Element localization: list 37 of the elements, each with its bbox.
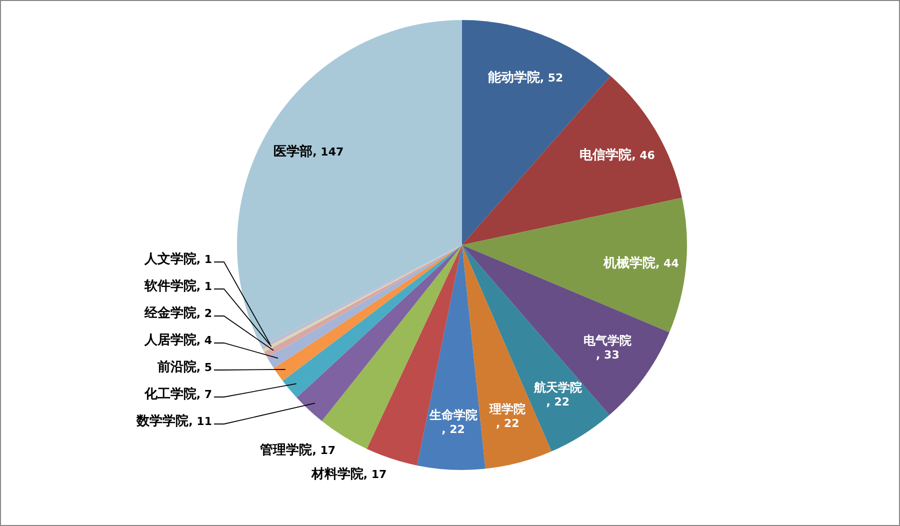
data-label: , 22 [442,422,465,436]
data-label: , 2 [196,307,212,320]
slice-label: 前沿院 [156,359,196,375]
slice-label: 数学学院 [136,413,189,429]
data-label: , 1 [196,253,212,266]
slice-label: 化工学院 [143,386,196,402]
data-label: , 11 [188,415,212,428]
slice-label: 软件学院 [143,278,196,294]
data-label: , 7 [196,388,212,401]
data-label: , 44 [656,256,680,270]
slice-label: 医学部 [274,144,313,160]
data-label: , 22 [546,395,570,408]
slice-label: 机械学院 [602,254,656,271]
pie-slice [417,245,486,470]
data-label: , 52 [540,72,564,85]
slice-label: 经金学院 [143,305,196,321]
slice-label: 生命学院 [428,408,478,422]
data-label: , 33 [596,348,620,362]
data-label: , 46 [632,148,656,162]
slice-label: 能动学院 [488,70,540,86]
slice-label: 人文学院 [143,251,196,267]
pie-slice [237,20,462,347]
slice-label: 理学院 [488,402,526,416]
pie-slice [462,198,687,332]
slice-label: 人居学院 [143,332,196,348]
data-label: , 5 [196,361,212,374]
data-label: , 22 [496,417,520,430]
data-label: , 4 [196,334,212,347]
slice-label: 材料学院 [310,466,364,482]
slice-label: 航天学院 [532,380,582,394]
data-label: , 17 [363,468,387,481]
slice-label: 管理学院 [259,442,312,458]
data-label: , 147 [312,146,344,159]
data-label: , 1 [196,280,212,293]
data-label: , 17 [312,444,336,457]
slice-label: 电气学院 [584,334,632,348]
slice-label: 电信学院 [580,146,632,163]
